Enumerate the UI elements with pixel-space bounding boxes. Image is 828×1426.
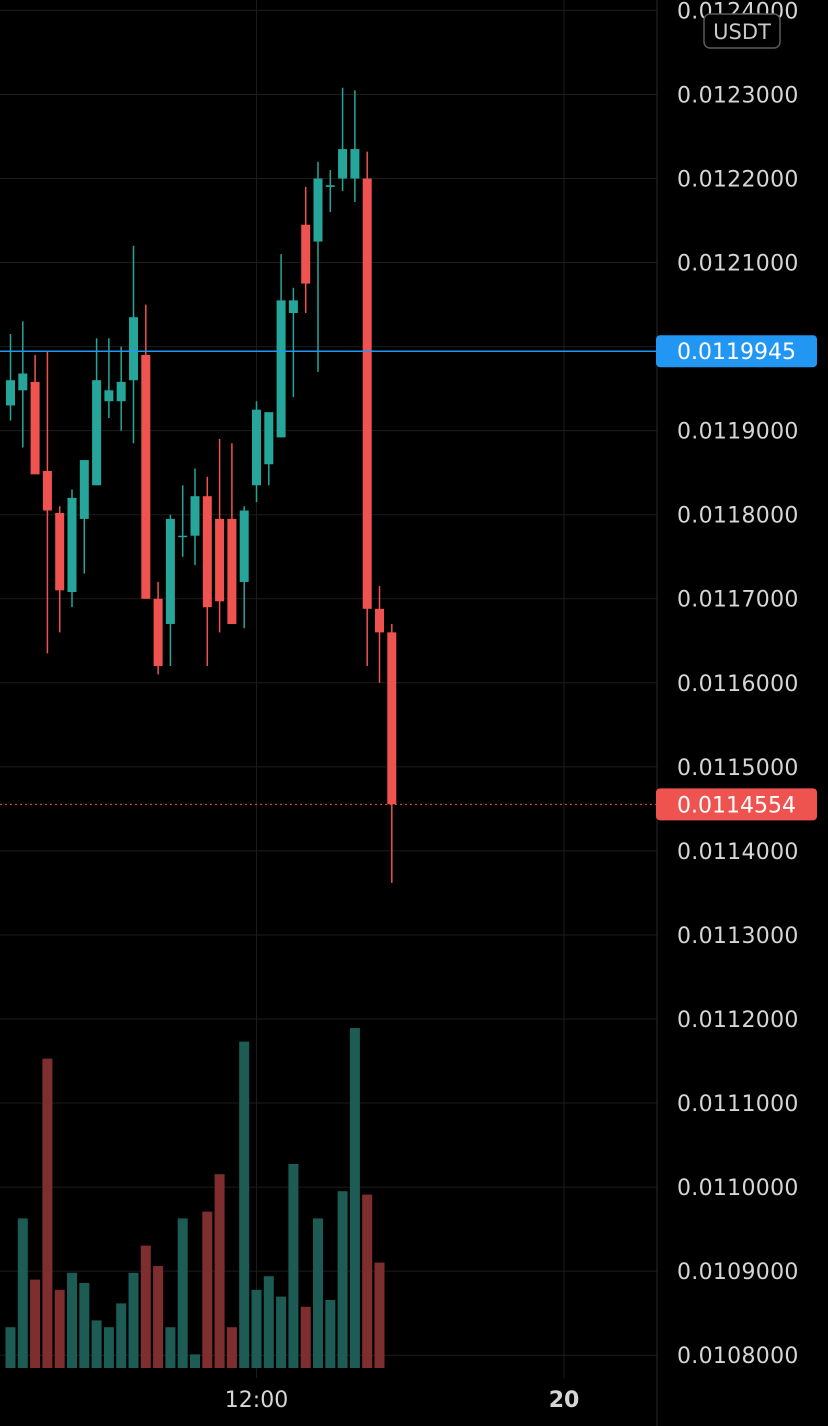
volume-bar — [103, 1327, 114, 1368]
price-tick-label: 0.0112000 — [677, 1008, 799, 1033]
price-tick-label: 0.0113000 — [677, 924, 799, 949]
price-tick-label: 0.0111000 — [677, 1092, 799, 1117]
candle-body — [252, 409, 261, 486]
candle-body — [288, 300, 298, 313]
candle-body — [6, 380, 15, 406]
volume-bar — [325, 1300, 336, 1368]
volume-bar — [116, 1303, 127, 1368]
last-price-tag: 0.0114554 — [656, 788, 817, 821]
time-tick-label: 12:00 — [225, 1388, 288, 1413]
volume-bar — [214, 1174, 225, 1368]
candle-body — [18, 373, 28, 391]
volume-bar — [177, 1218, 188, 1368]
time-axis[interactable]: 12:00 20 — [225, 1388, 580, 1413]
volume-bar — [42, 1058, 53, 1368]
currency-badge-label: USDT — [713, 20, 771, 44]
currency-badge-border[interactable] — [703, 13, 781, 49]
candle-body — [375, 608, 384, 633]
candles — [6, 87, 397, 883]
candle-body — [104, 390, 114, 402]
volume-bar — [91, 1320, 102, 1368]
volume-bars — [5, 1028, 385, 1368]
price-tick-label: 0.0123000 — [677, 83, 799, 108]
grid-lines — [0, 0, 657, 1378]
price-tags: 0.0119945 0.0114554 — [656, 335, 817, 821]
volume-bar — [276, 1296, 287, 1368]
candle-body — [202, 496, 212, 608]
price-tick-label: 0.0109000 — [677, 1260, 799, 1285]
last-price-tag-text: 0.0114554 — [677, 793, 796, 818]
volume-bar — [17, 1218, 28, 1368]
candle-body — [215, 518, 225, 602]
candle-body — [55, 513, 65, 591]
candle-body — [79, 460, 89, 519]
volume-bar — [30, 1279, 41, 1368]
volume-bar — [79, 1283, 90, 1368]
candle-body — [153, 598, 163, 666]
price-tick-label: 0.0121000 — [677, 252, 799, 277]
candle-body — [165, 518, 175, 624]
volume-bar — [128, 1272, 139, 1368]
candle-body — [301, 224, 311, 284]
volume-bar — [313, 1218, 323, 1368]
candle-body — [178, 535, 188, 538]
volume-bar — [300, 1306, 311, 1368]
volume-bar — [251, 1289, 262, 1368]
candle-body — [92, 380, 102, 486]
volume-bar — [288, 1164, 299, 1368]
volume-bar — [140, 1245, 151, 1368]
currency-badge[interactable]: USDT — [703, 13, 781, 49]
candle-body — [362, 178, 372, 609]
price-tick-label: 0.0114000 — [677, 840, 799, 865]
candle-body — [67, 497, 77, 593]
candle-body — [129, 317, 138, 381]
price-tick-label: 0.0116000 — [677, 672, 799, 697]
price-tick-label: 0.0115000 — [677, 756, 799, 781]
price-lines — [0, 350, 657, 805]
candle-body — [42, 470, 52, 511]
price-tick-label: 0.0108000 — [677, 1344, 799, 1369]
price-tick-label: 0.0117000 — [677, 588, 799, 613]
price-axis[interactable]: 0.01240000.01230000.01220000.01210000.01… — [677, 0, 799, 1369]
reference-price-tag: 0.0119945 — [656, 335, 817, 368]
volume-bar — [67, 1272, 77, 1368]
candle-body — [350, 149, 360, 179]
candle-body — [30, 381, 40, 475]
volume-bar — [202, 1211, 213, 1368]
candle-body — [338, 149, 348, 179]
volume-bar — [54, 1289, 65, 1368]
volume-bar — [153, 1266, 164, 1368]
candle-body — [227, 518, 237, 624]
candle-body — [325, 185, 335, 187]
volume-bar — [374, 1262, 385, 1368]
candle-body — [239, 510, 249, 582]
volume-bar — [226, 1327, 237, 1368]
volume-bar — [239, 1041, 250, 1368]
last-price-tag-background — [656, 788, 817, 821]
price-tick-label: 0.0110000 — [677, 1176, 799, 1201]
reference-price-tag-text: 0.0119945 — [677, 340, 796, 365]
candle-body — [116, 381, 126, 402]
candle-body — [276, 300, 286, 438]
candle-body — [190, 496, 200, 536]
volume-bar — [165, 1327, 176, 1368]
candle-body — [141, 355, 151, 599]
volume-bar — [337, 1191, 348, 1368]
candle-body — [313, 178, 323, 242]
volume-bar — [362, 1194, 373, 1368]
volume-bar — [263, 1276, 274, 1368]
reference-price-tag-background — [656, 335, 817, 368]
candle-body — [387, 632, 397, 805]
price-tick-label: 0.0122000 — [677, 168, 799, 193]
volume-bar — [5, 1327, 16, 1368]
price-tick-label: 0.0119000 — [677, 420, 799, 445]
volume-bar — [349, 1028, 360, 1368]
volume-bar — [190, 1354, 200, 1368]
price-tick-label: 0.0118000 — [677, 504, 799, 529]
time-tick-label: 20 — [549, 1388, 580, 1413]
candle-body — [264, 412, 274, 465]
